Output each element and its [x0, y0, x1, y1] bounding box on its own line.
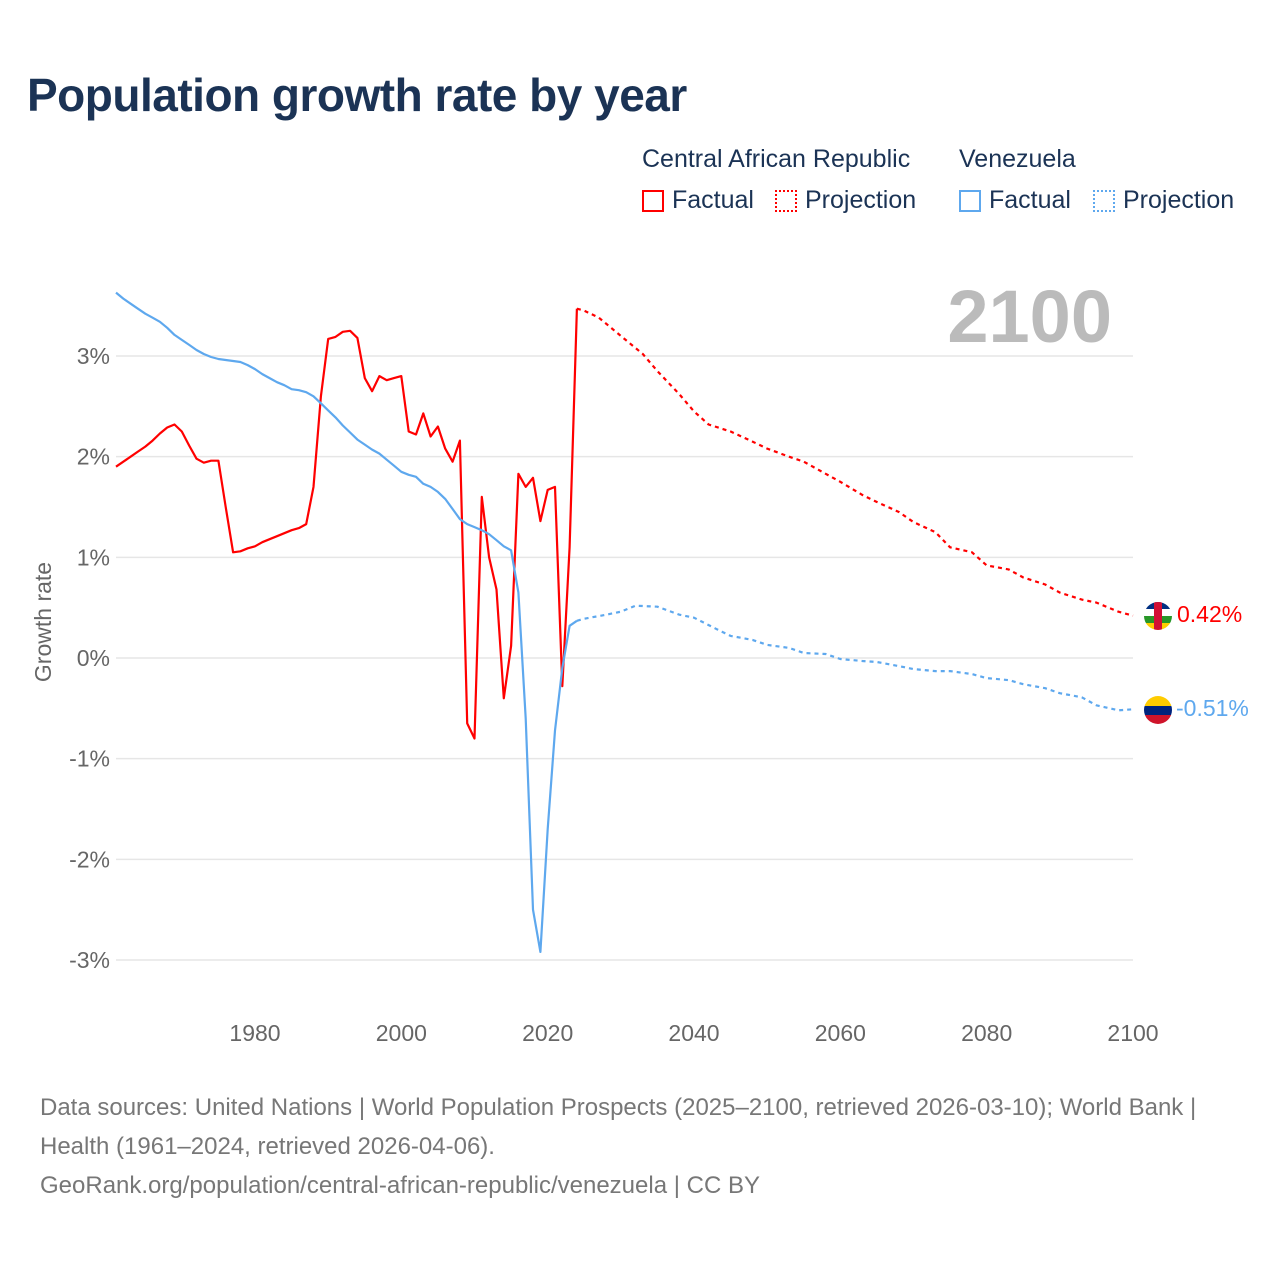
series-line-central-african-republic-factual	[115, 308, 578, 740]
venezuela-end-value: -0.51%	[1176, 695, 1249, 721]
data-sources: Data sources: United Nations | World Pop…	[40, 1094, 1197, 1160]
x-tick-label: 2000	[376, 1020, 427, 1046]
y-tick-label: 2%	[77, 444, 110, 470]
y-tick-label: 0%	[77, 645, 110, 671]
chart-plot: -3% -2% -1% 0% 1% 2% 3% 1980 2000 2020 2040 2060 208…	[30, 275, 1249, 1046]
series-line-venezuela-factual	[115, 291, 578, 953]
solid-swatch-icon	[642, 189, 664, 212]
chart-title: Population growth rate by year	[27, 69, 687, 121]
legend-group-venezuela: Venezuela	[959, 145, 1076, 173]
x-tick-label: 2100	[1107, 1020, 1158, 1046]
legend-label: Factual	[672, 186, 754, 214]
x-tick-label: 2020	[522, 1020, 573, 1046]
legend-venezuela-projection[interactable]: Projection	[1093, 186, 1234, 215]
venezuela-flag-icon	[1144, 696, 1172, 724]
y-tick-label: -3%	[69, 947, 110, 973]
legend-venezuela-factual[interactable]: Factual	[959, 186, 1071, 215]
x-tick-label: 1980	[229, 1020, 280, 1046]
legend-car-factual[interactable]: Factual	[642, 186, 754, 215]
y-tick-label: 3%	[77, 343, 110, 369]
footer: Data sources: United Nations | World Pop…	[40, 1088, 1240, 1205]
dotted-swatch-icon	[775, 189, 797, 212]
legend-group-car: Central African Republic	[642, 145, 911, 173]
legend-label: Factual	[989, 186, 1071, 214]
y-tick-label: -1%	[69, 746, 110, 772]
legend-label: Projection	[805, 186, 917, 214]
year-marker: 2100	[947, 275, 1112, 358]
y-tick-label: -2%	[69, 846, 110, 872]
x-tick-label: 2040	[668, 1020, 719, 1046]
source-link[interactable]: GeoRank.org/population/central-african-r…	[40, 1172, 760, 1199]
y-tick-label: 1%	[77, 544, 110, 570]
central-african-republic-flag-icon	[1144, 602, 1172, 630]
car-end-value: 0.42%	[1177, 601, 1242, 627]
legend-label: Projection	[1123, 186, 1235, 214]
dotted-swatch-icon	[1093, 189, 1115, 212]
x-tick-label: 2080	[961, 1020, 1012, 1046]
x-tick-label: 2060	[815, 1020, 866, 1046]
solid-swatch-icon	[959, 189, 981, 212]
y-axis-label: Growth rate	[30, 562, 56, 682]
legend-car-projection[interactable]: Projection	[775, 186, 916, 215]
